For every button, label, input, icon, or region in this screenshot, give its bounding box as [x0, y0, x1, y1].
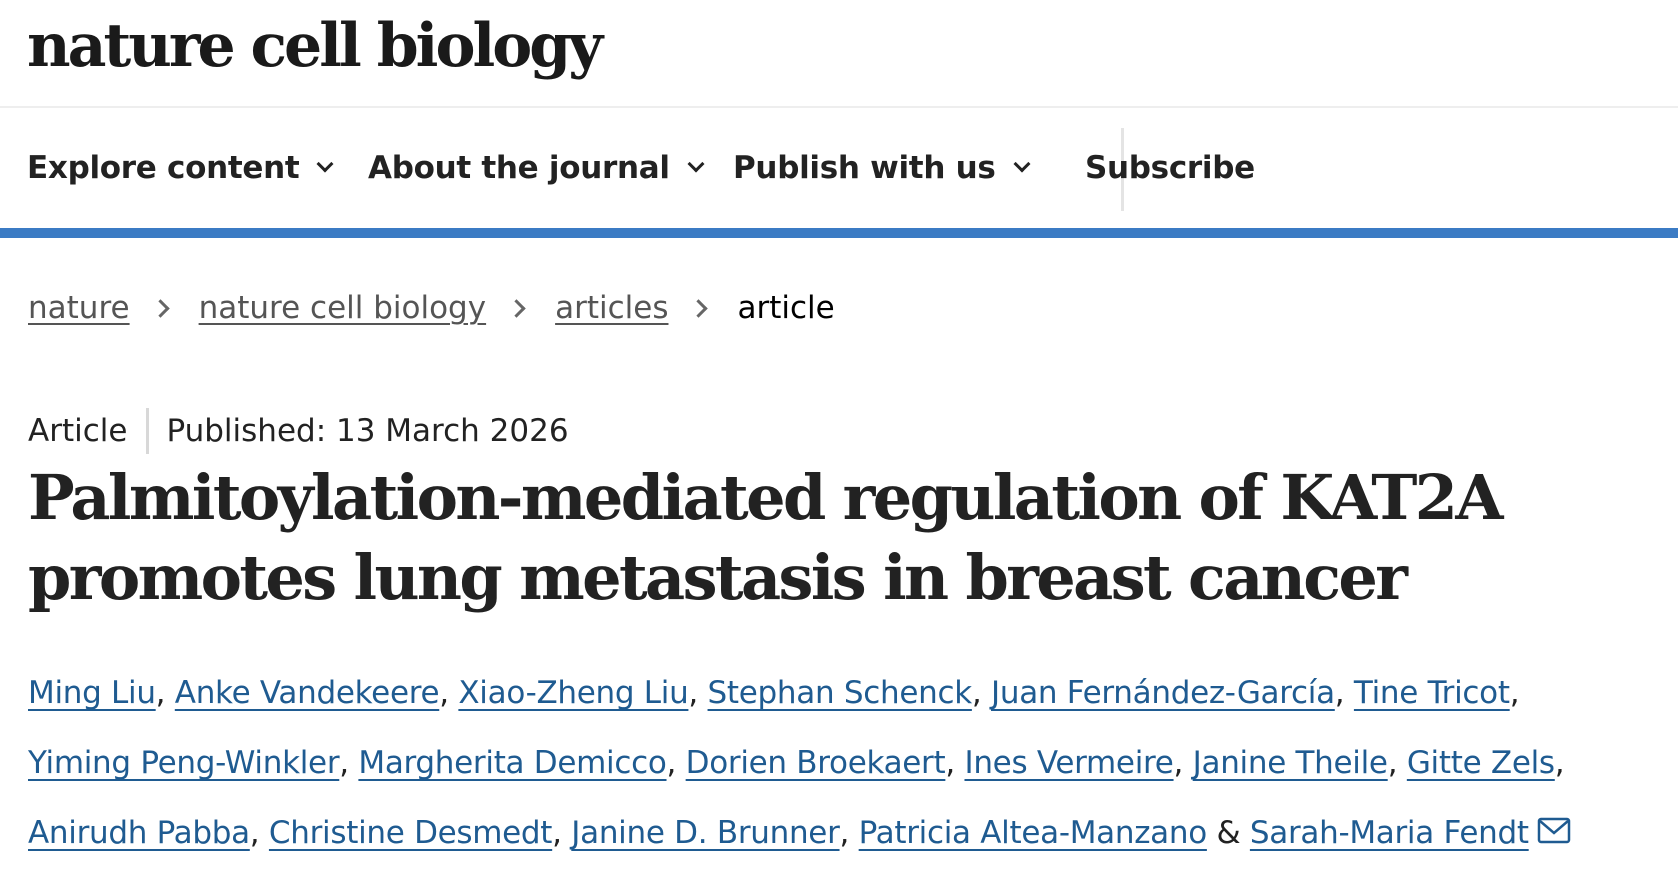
author-line: Yiming Peng-Winkler, Margherita Demicco,… — [28, 728, 1668, 798]
nav-publish-with-us[interactable]: Publish with us — [733, 150, 1031, 186]
author-link[interactable]: Juan Fernández-García — [991, 675, 1335, 711]
breadcrumb: nature nature cell biology articles arti… — [28, 284, 835, 332]
author-separator: , — [839, 815, 850, 851]
author-separator: , — [1509, 675, 1520, 711]
breadcrumb-articles[interactable]: articles — [555, 290, 669, 326]
author-separator: , — [945, 745, 955, 781]
author-link[interactable]: Dorien Broekaert — [685, 745, 946, 781]
author-link[interactable]: Margherita Demicco — [358, 745, 667, 781]
author-separator: , — [1387, 745, 1398, 781]
chevron-down-icon — [316, 155, 334, 173]
author-link[interactable]: Janine Theile — [1192, 745, 1388, 781]
author-separator: , — [249, 815, 260, 851]
chevron-right-icon — [689, 298, 709, 318]
author-link[interactable]: Janine D. Brunner — [571, 815, 840, 851]
breadcrumb-nature-cell-biology[interactable]: nature cell biology — [198, 290, 487, 326]
author-separator: , — [1173, 745, 1184, 781]
author-separator: , — [1334, 675, 1345, 711]
subscribe-link[interactable]: Subscribe — [1085, 150, 1255, 186]
author-link[interactable]: Christine Desmedt — [268, 815, 553, 851]
author-list: Ming Liu, Anke Vandekeere, Xiao-Zheng Li… — [28, 658, 1668, 868]
author-separator: , — [971, 675, 982, 711]
nav-divider — [1121, 128, 1124, 211]
breadcrumb-nature[interactable]: nature — [28, 290, 130, 326]
mail-icon[interactable] — [1537, 800, 1571, 870]
nav-explore-content-label: Explore content — [27, 150, 300, 186]
author-link-corresponding[interactable]: Sarah-Maria Fendt — [1249, 815, 1529, 851]
article-title: Palmitoylation-mediated regulation of KA… — [28, 461, 1503, 614]
chevron-right-icon — [150, 298, 170, 318]
author-line: Anirudh Pabba, Christine Desmedt, Janine… — [28, 798, 1668, 868]
author-link[interactable]: Tine Tricot — [1353, 675, 1510, 711]
author-separator: , — [688, 675, 698, 711]
author-separator: , — [1554, 745, 1565, 781]
nav-accent-bar — [0, 228, 1678, 238]
journal-logo[interactable]: nature cell biology — [27, 11, 603, 81]
author-link[interactable]: Stephan Schenck — [707, 675, 973, 711]
article-meta: Article Published: 13 March 2026 — [28, 408, 569, 454]
meta-divider — [146, 408, 150, 454]
author-separator: , — [552, 815, 562, 851]
author-separator: , — [439, 675, 449, 711]
breadcrumb-current: article — [737, 290, 835, 326]
author-link[interactable]: Xiao-Zheng Liu — [458, 675, 689, 711]
author-separator: , — [666, 745, 677, 781]
nav-publish-with-us-label: Publish with us — [733, 150, 996, 186]
chevron-down-icon — [687, 155, 705, 173]
author-link[interactable]: Gitte Zels — [1406, 745, 1555, 781]
author-link[interactable]: Anirudh Pabba — [28, 815, 250, 851]
main-nav: Explore content About the journal Publis… — [0, 110, 1678, 238]
author-link[interactable]: Anke Vandekeere — [174, 675, 440, 711]
nav-about-journal[interactable]: About the journal — [368, 150, 705, 186]
chevron-right-icon — [507, 298, 526, 318]
chevron-down-icon — [1013, 155, 1031, 173]
author-separator: , — [155, 675, 166, 711]
nav-explore-content[interactable]: Explore content — [27, 150, 334, 186]
masthead: nature cell biology — [0, 0, 1678, 108]
published-date: Published: 13 March 2026 — [166, 413, 569, 449]
author-link[interactable]: Yiming Peng-Winkler — [28, 745, 340, 781]
article-type: Article — [28, 413, 128, 449]
author-separator: , — [339, 745, 349, 781]
author-link[interactable]: Ming Liu — [28, 675, 156, 711]
nav-about-journal-label: About the journal — [368, 150, 670, 186]
author-ampersand: & — [1216, 815, 1241, 851]
author-line: Ming Liu, Anke Vandekeere, Xiao-Zheng Li… — [28, 658, 1668, 728]
author-link[interactable]: Patricia Altea-Manzano — [858, 815, 1208, 851]
author-link[interactable]: Ines Vermeire — [964, 745, 1174, 781]
